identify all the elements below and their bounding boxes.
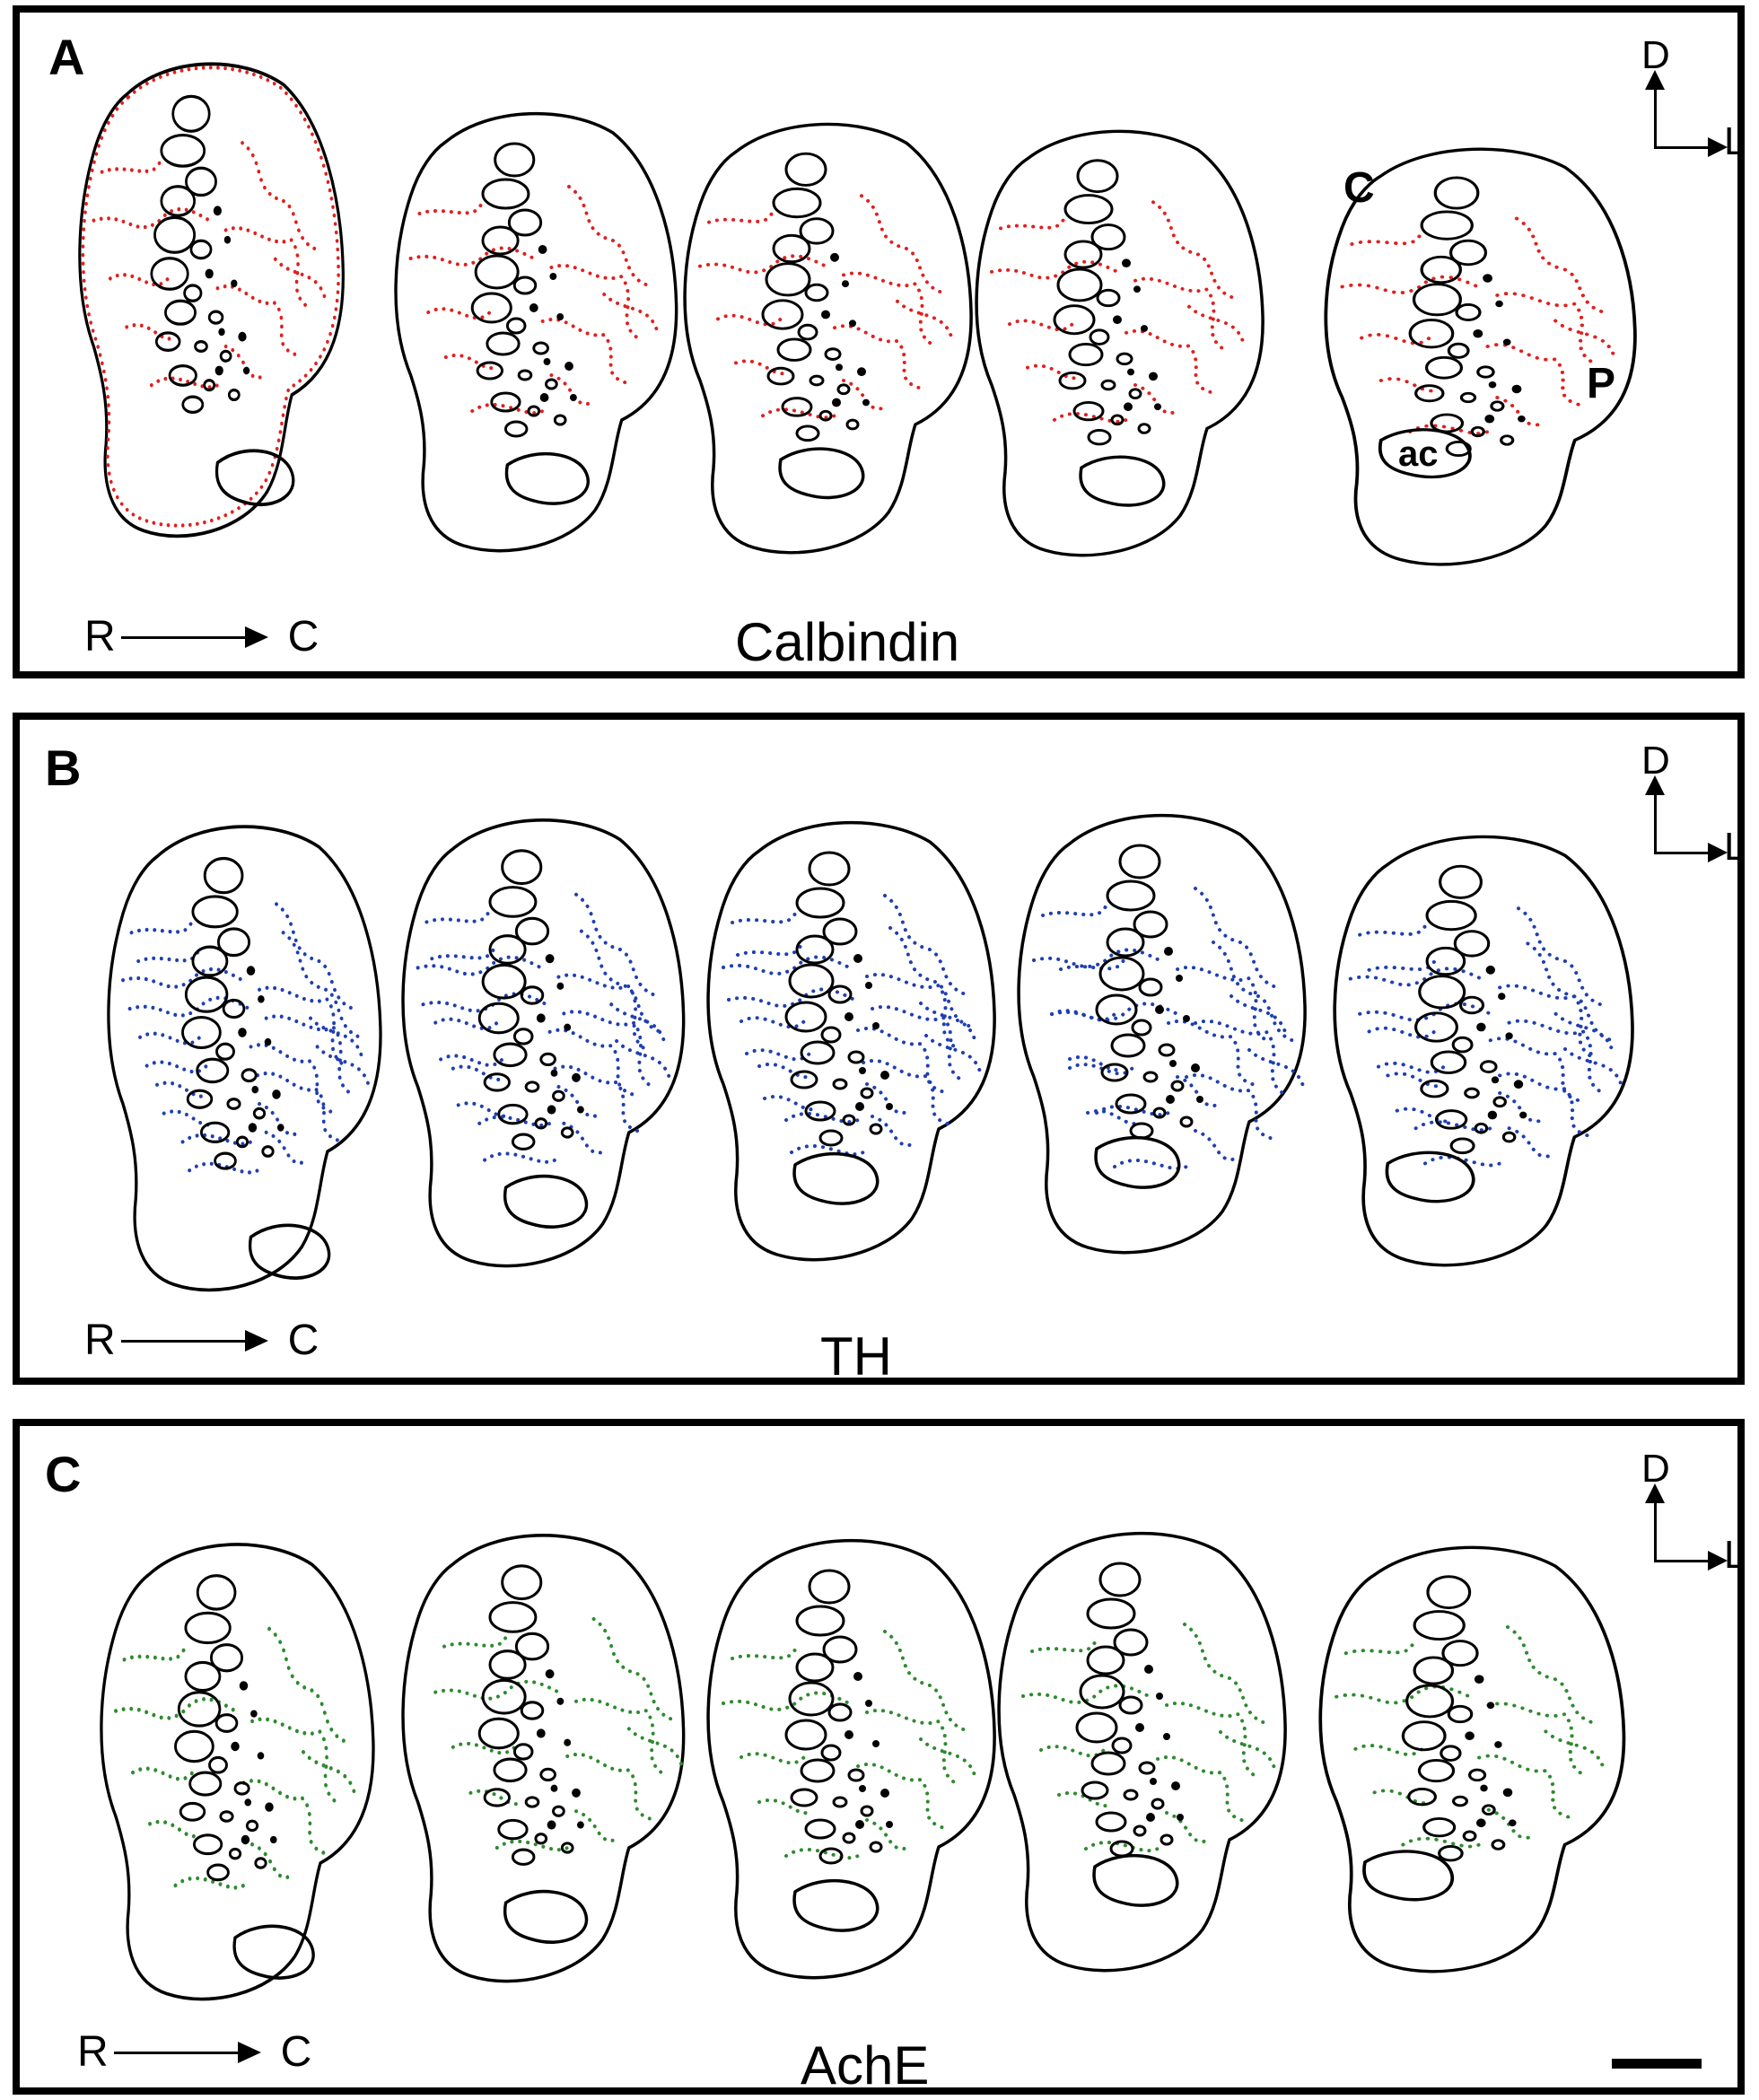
lateral-label: L xyxy=(1724,1533,1746,1577)
marker-label-calbindin: Calbindin xyxy=(735,612,960,672)
lateral-arrow-icon xyxy=(1654,843,1728,862)
lateral-arrow-icon xyxy=(1654,1551,1728,1571)
lateral-label: L xyxy=(1724,119,1746,163)
caudal-label: C xyxy=(287,613,319,661)
caudal-label: C xyxy=(280,2028,312,2076)
caudal-label: C xyxy=(287,1317,319,1364)
panel-letter-c: C xyxy=(45,1446,82,1502)
rostral-label: R xyxy=(84,613,116,661)
lateral-arrow-icon xyxy=(1654,137,1728,157)
rostro-caudal-arrow-icon xyxy=(120,626,268,648)
lateral-label: L xyxy=(1724,825,1746,869)
caudate-label: C xyxy=(1343,164,1375,212)
rostral-label: R xyxy=(84,1317,116,1364)
scale-bar xyxy=(1612,2059,1702,2069)
marker-label-ache: AchE xyxy=(801,2035,930,2096)
rostral-label: R xyxy=(77,2028,109,2076)
panel-letter-a: A xyxy=(48,29,85,85)
rostro-caudal-axis-b: R C xyxy=(84,1319,319,1362)
rostro-caudal-arrow-icon xyxy=(113,2041,261,2063)
panel-b-sections xyxy=(107,813,1634,1292)
rostro-caudal-axis-a: R C xyxy=(84,616,319,659)
dorsal-label: D xyxy=(1641,739,1670,783)
orientation-compass-b: D L xyxy=(1641,741,1758,871)
dorsal-label: D xyxy=(1641,1447,1670,1491)
orientation-compass-c: D L xyxy=(1641,1449,1758,1579)
rostro-caudal-arrow-icon xyxy=(120,1329,268,1352)
putamen-label: P xyxy=(1587,360,1616,407)
dorsal-arrow-icon xyxy=(1645,1483,1665,1562)
panel-c: C D L R C AchE xyxy=(13,1419,1746,2096)
panel-c-sections xyxy=(100,1531,1626,2001)
panel-a-sections xyxy=(77,62,1637,566)
dorsal-arrow-icon xyxy=(1645,70,1665,149)
anterior-commissure-label: ac xyxy=(1398,434,1439,474)
panel-a: A D L R C Calbindin xyxy=(13,5,1746,678)
dorsal-label: D xyxy=(1641,33,1670,77)
rostro-caudal-axis-c: R C xyxy=(77,2031,311,2074)
panel-letter-b: B xyxy=(45,739,82,796)
dorsal-arrow-icon xyxy=(1645,775,1665,854)
marker-label-th: TH xyxy=(820,1326,892,1387)
orientation-compass-a: D L xyxy=(1641,36,1758,166)
